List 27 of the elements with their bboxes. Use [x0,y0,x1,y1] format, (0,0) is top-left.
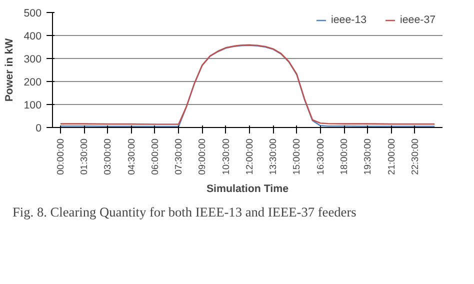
x-tick-label: 13:30:00 [268,138,278,175]
x-tick-label: 16:30:00 [315,138,326,175]
x-tick-label: 10:30:00 [220,138,231,175]
x-tick-label: 15:00:00 [292,138,302,175]
x-tick-label: 18:00:00 [339,138,350,175]
y-tick-label: 300 [24,54,42,66]
y-tick-label: 200 [24,76,42,88]
x-axis-title: Simulation Time [206,182,289,195]
y-tick-label: 400 [24,30,42,42]
x-tick-label: 21:00:00 [386,138,396,175]
x-tick-label: 12:00:00 [244,138,254,175]
x-tick-label: 04:30:00 [126,138,136,175]
x-tick-label: 06:00:00 [150,138,160,175]
x-tick-label: 00:00:00 [55,138,66,175]
x-tick-label: 07:30:00 [174,138,184,175]
x-tick-label: 01:30:00 [79,138,90,175]
y-axis-title: Power in kW [4,37,16,102]
y-tick-label: 0 [36,122,42,134]
caption: Fig. 8. Clearing Quantity for both IEEE-13 and IEEE-37 feeders [12,204,356,220]
x-tick-label: 03:00:00 [102,138,113,175]
legend-label: ieee-13 [331,14,368,26]
legend-label: ieee-37 [400,14,437,26]
x-tick-label: 22:30:00 [410,138,420,175]
x-tick-label: 19:30:00 [362,138,373,175]
y-tick-label: 500 [24,8,42,20]
y-tick-label: 100 [24,100,42,112]
x-tick-label: 09:00:00 [197,138,208,175]
